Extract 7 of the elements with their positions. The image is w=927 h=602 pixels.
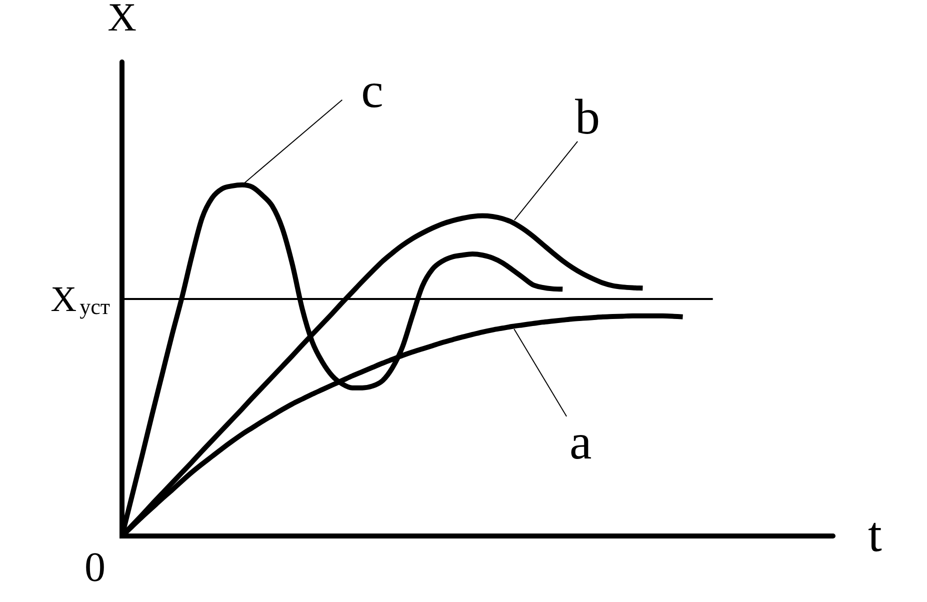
text: c [361, 62, 384, 118]
y-axis-title: X [108, 0, 137, 40]
legend-label: a [569, 414, 592, 470]
text: 0 [84, 545, 106, 592]
x-axis-title: t [868, 506, 882, 562]
ref-line-label: Xуст [50, 279, 110, 319]
series-label: b [575, 88, 600, 145]
